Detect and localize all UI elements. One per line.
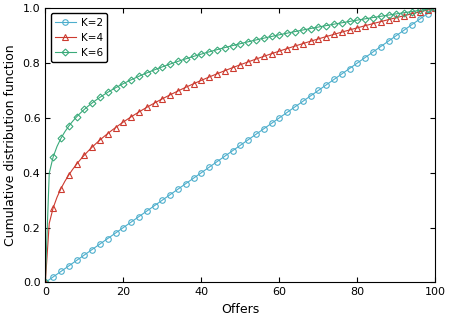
K=4	[222, 69, 227, 73]
Line: K=6: K=6	[43, 6, 438, 285]
K=4	[335, 31, 341, 35]
K=2	[315, 89, 321, 92]
K=6	[432, 6, 438, 10]
K=2	[335, 75, 341, 79]
K=4	[315, 37, 321, 41]
K=4	[432, 6, 438, 10]
Y-axis label: Cumulative distribution function: Cumulative distribution function	[4, 44, 17, 246]
K=4	[140, 108, 145, 112]
K=6	[70, 119, 75, 123]
K=2	[70, 261, 75, 265]
K=6	[222, 46, 227, 50]
K=4	[277, 49, 282, 53]
K=6	[315, 25, 321, 29]
K=2	[140, 212, 145, 216]
K=6	[140, 73, 145, 76]
K=4	[70, 167, 75, 171]
K=4	[43, 281, 48, 284]
Legend: K=2, K=4, K=6: K=2, K=4, K=6	[50, 13, 107, 62]
K=6	[335, 21, 341, 25]
K=2	[222, 154, 227, 158]
K=6	[43, 281, 48, 284]
Line: K=4: K=4	[43, 5, 438, 285]
K=2	[43, 281, 48, 284]
K=2	[277, 116, 282, 120]
K=2	[432, 6, 438, 10]
X-axis label: Offers: Offers	[221, 303, 260, 316]
K=6	[277, 33, 282, 37]
Line: K=2: K=2	[43, 5, 438, 285]
